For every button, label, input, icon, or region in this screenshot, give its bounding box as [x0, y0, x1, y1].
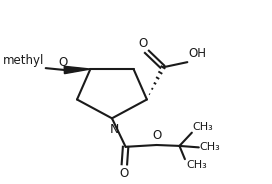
Text: N: N [109, 123, 119, 137]
Text: methyl: methyl [3, 54, 45, 67]
Text: O: O [138, 37, 148, 50]
Text: CH₃: CH₃ [186, 160, 207, 170]
Text: O: O [119, 167, 128, 180]
Text: OH: OH [189, 47, 207, 60]
Text: O: O [153, 129, 162, 142]
Text: CH₃: CH₃ [193, 122, 214, 132]
Text: O: O [59, 56, 68, 69]
Polygon shape [64, 66, 90, 74]
Text: CH₃: CH₃ [200, 142, 221, 152]
